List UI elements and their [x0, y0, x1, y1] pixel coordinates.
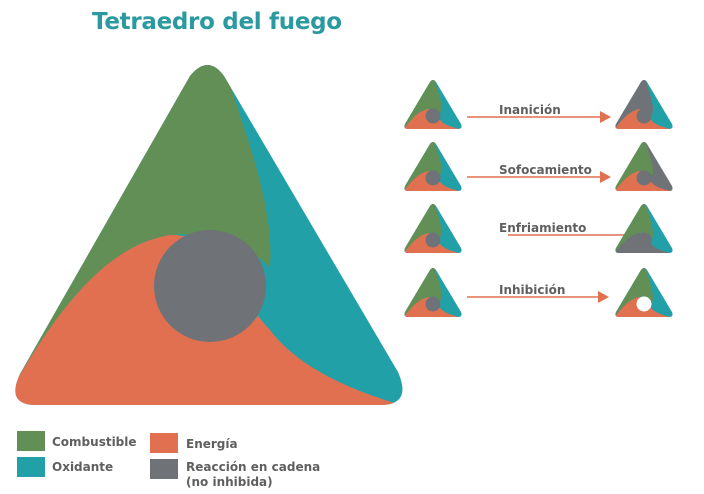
mini-tetrahedron-full-2: [404, 142, 462, 191]
arrow-head-inhibicion: [598, 291, 609, 303]
mini-tetrahedron-result-energia: [615, 204, 673, 253]
legend-label-combustible: Combustible: [52, 435, 137, 449]
process-label-inhibicion: Inhibición: [499, 283, 566, 297]
arrow-head-sofocamiento: [600, 171, 611, 183]
legend-label-reaccion: Reacción en cadena: [186, 460, 321, 474]
mini-tetrahedron-result-reaccion: [615, 268, 673, 317]
legend-label-energia: Energía: [186, 437, 238, 451]
legend-swatch-reaccion: [150, 459, 178, 479]
mini-tetrahedron-result-oxidante: [615, 142, 673, 191]
process-label-enfriamiento: Enfriamiento: [499, 221, 587, 235]
legend-label-reaccion-note: (no inhibida): [186, 475, 273, 489]
legend-swatch-combustible: [17, 431, 45, 451]
mini-tetrahedron-full-1: [404, 80, 462, 129]
process-label-sofocamiento: Sofocamiento: [499, 163, 592, 177]
mini-tetrahedron-full-4: [404, 268, 462, 317]
legend-swatch-energia: [150, 433, 178, 453]
mini-tetrahedron-full-3: [404, 204, 462, 253]
legend-swatch-oxidante: [17, 457, 45, 477]
reaccion-circle: [154, 230, 266, 342]
process-label-inanicion: Inanición: [499, 103, 561, 117]
mini-tetrahedron-result-combustible: [615, 80, 673, 129]
arrow-head-inanicion: [600, 111, 611, 123]
page-title: Tetraedro del fuego: [92, 9, 342, 35]
legend-label-oxidante: Oxidante: [52, 460, 114, 474]
